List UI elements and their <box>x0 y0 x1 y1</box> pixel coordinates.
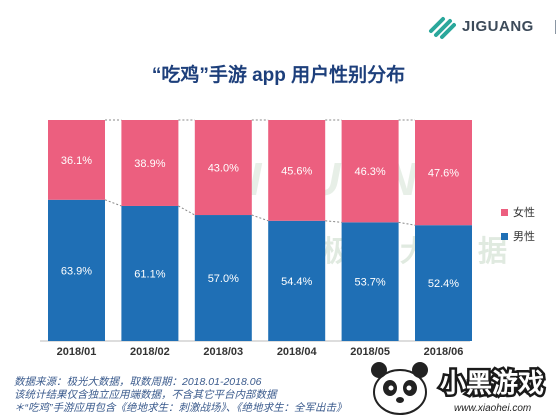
stamp-url: www.xiaohei.com <box>454 403 531 414</box>
bar-segment-male <box>121 205 179 341</box>
xiaohei-stamp: 小黑游戏 www.xiaohei.com <box>371 362 547 415</box>
bar-segment-male <box>194 215 252 341</box>
bar-segment-female <box>121 120 179 206</box>
x-tick-label: 2018/01 <box>57 346 97 358</box>
footnote-source: 数据来源：极光大数据，取数周期：2018.01-2018.06 <box>14 376 262 388</box>
bar-segment-female <box>415 120 472 226</box>
data-label-male: 57.0% <box>208 273 239 285</box>
data-label-male: 61.1% <box>134 268 165 280</box>
x-tick-label: 2018/05 <box>350 346 390 358</box>
connector-line-boundary <box>178 205 196 216</box>
x-tick-label: 2018/02 <box>130 346 170 358</box>
legend-swatch <box>501 209 508 216</box>
legend-swatch <box>501 233 508 240</box>
bar-segment-male <box>48 199 105 341</box>
footnote-definition: ＊“吃鸡”手游应用包含《绝地求生：刺激战场》、《绝地求生：全军出击》 <box>14 402 347 414</box>
x-tick-label: 2018/04 <box>277 346 318 358</box>
data-label-female: 43.0% <box>208 163 239 175</box>
legend-label: 男性 <box>513 229 535 243</box>
x-tick-label: 2018/03 <box>203 346 243 358</box>
connector-line-boundary <box>104 199 122 207</box>
bar-segment-male <box>415 225 472 341</box>
stamp-text: 小黑游戏 <box>440 369 544 399</box>
logo-text: JIGUANG <box>462 18 534 35</box>
bar-segment-female <box>341 120 399 223</box>
data-label-male: 52.4% <box>428 278 459 290</box>
data-label-male: 54.4% <box>281 276 312 288</box>
legend-label: 女性 <box>513 205 535 219</box>
bar-segment-male <box>341 222 399 341</box>
stacked-bar-chart: 63.9% 36.1% 2018/01 61.1% 38.9% 2018/02 57.0% 4… <box>40 119 535 358</box>
logo-separator <box>555 20 556 34</box>
connector-line-boundary <box>325 220 342 223</box>
data-label-female: 36.1% <box>61 155 92 167</box>
panda-mascot-icon <box>371 362 428 415</box>
data-label-female: 47.6% <box>428 168 459 180</box>
connector-line-boundary <box>251 214 269 222</box>
data-label-male: 63.9% <box>61 265 92 277</box>
data-label-female: 45.6% <box>281 165 312 177</box>
data-label-female: 38.9% <box>134 158 165 170</box>
footnote-scope: 该统计结果仅含独立应用端数据，不含其它平台内部数据 <box>14 389 277 401</box>
connector-line-boundary <box>398 221 416 226</box>
bar-segment-female <box>194 120 252 216</box>
bar-segment-female <box>48 120 105 200</box>
bar-segment-female <box>268 120 326 221</box>
data-label-female: 46.3% <box>354 166 385 178</box>
bar-segment-male <box>268 220 326 341</box>
x-tick-label: 2018/06 <box>424 346 464 358</box>
data-label-male: 53.7% <box>354 277 385 289</box>
chart-title: “吃鸡”手游 app 用户性别分布 <box>151 65 406 86</box>
jiguang-logo-icon <box>429 17 456 39</box>
